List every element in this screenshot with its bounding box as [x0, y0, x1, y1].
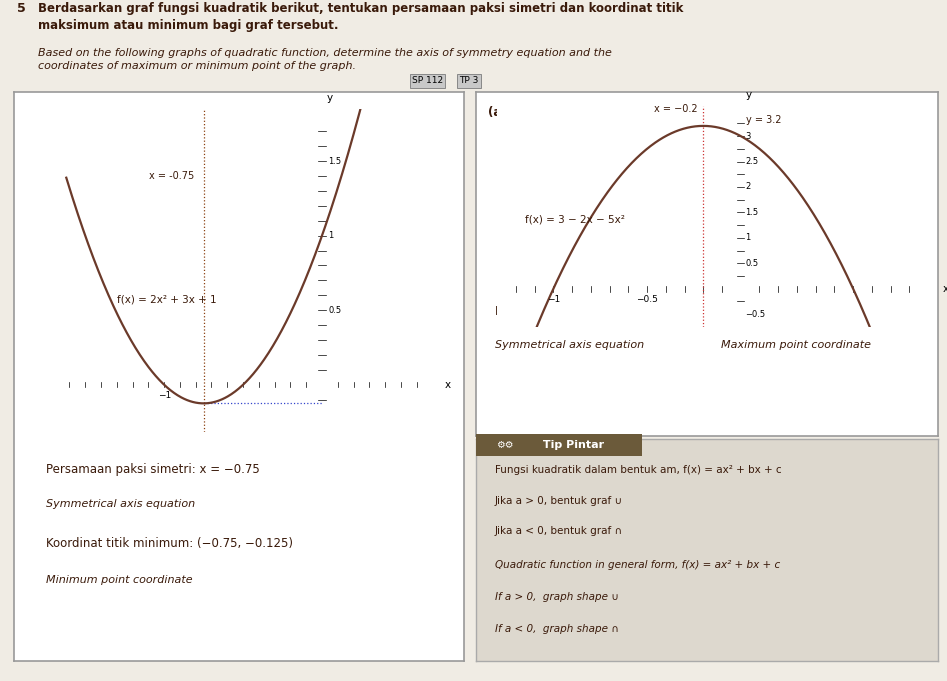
Text: Jika a > 0, bentuk graf ∪: Jika a > 0, bentuk graf ∪ — [494, 496, 623, 506]
Text: 5: 5 — [17, 2, 26, 15]
Text: y: y — [327, 93, 332, 103]
Text: 1.5: 1.5 — [745, 208, 759, 217]
Text: f(x) = 3 − 2x − 5x²: f(x) = 3 − 2x − 5x² — [526, 215, 625, 225]
Text: TP 3: TP 3 — [459, 76, 478, 86]
Text: x = -0.75: x = -0.75 — [149, 171, 194, 181]
Text: If a > 0,  graph shape ∪: If a > 0, graph shape ∪ — [494, 592, 618, 602]
Text: SP 112: SP 112 — [412, 76, 443, 86]
Text: −1: −1 — [157, 391, 170, 400]
Text: Based on the following graphs of quadratic function, determine the axis of symme: Based on the following graphs of quadrat… — [38, 48, 612, 71]
Text: If a < 0,  graph shape ∩: If a < 0, graph shape ∩ — [494, 624, 618, 634]
Text: x: x — [943, 284, 947, 294]
Text: (a): (a) — [488, 106, 507, 118]
Text: Minimum point coordinate: Minimum point coordinate — [45, 575, 192, 585]
Text: 2: 2 — [745, 183, 751, 191]
Text: Symmetrical axis equation: Symmetrical axis equation — [494, 340, 644, 349]
Text: Jika a < 0, bentuk graf ∩: Jika a < 0, bentuk graf ∩ — [494, 526, 623, 535]
Text: 2.5: 2.5 — [745, 157, 759, 166]
Text: f(x) = 2x² + 3x + 1: f(x) = 2x² + 3x + 1 — [116, 295, 217, 304]
FancyBboxPatch shape — [470, 434, 649, 456]
Text: Fungsi kuadratik dalam bentuk am, f(x) = ax² + bx + c: Fungsi kuadratik dalam bentuk am, f(x) =… — [494, 464, 781, 475]
Text: Maximum point coordinate: Maximum point coordinate — [721, 340, 871, 349]
Text: x: x — [445, 380, 451, 390]
Text: CONTOH: CONTOH — [41, 92, 97, 106]
Text: Berdasarkan graf fungsi kuadratik berikut, tentukan persamaan paksi simetri dan : Berdasarkan graf fungsi kuadratik beriku… — [38, 2, 683, 32]
Text: 0.5: 0.5 — [745, 259, 759, 268]
Text: −1: −1 — [546, 295, 560, 304]
Text: 1: 1 — [745, 234, 751, 242]
Text: −0.5: −0.5 — [636, 295, 658, 304]
Text: x = −0.2: x = −0.2 — [654, 104, 698, 114]
Text: Quadratic function in general form, f(x) = ax² + bx + c: Quadratic function in general form, f(x)… — [494, 560, 780, 570]
Text: y = 3.2: y = 3.2 — [746, 115, 782, 125]
Text: y: y — [745, 91, 752, 101]
Text: Koordinat titik minimum: (−0.75, −0.125): Koordinat titik minimum: (−0.75, −0.125) — [45, 537, 293, 550]
Text: −0.5: −0.5 — [745, 310, 765, 319]
Text: Persamaan paksi simetri: x = −0.75: Persamaan paksi simetri: x = −0.75 — [45, 463, 259, 476]
Text: 1: 1 — [329, 231, 333, 240]
Text: Koordinat titik maksimum:: Koordinat titik maksimum: — [721, 305, 878, 318]
Text: 0.5: 0.5 — [329, 306, 342, 315]
Text: 1.5: 1.5 — [329, 157, 342, 165]
Text: 3: 3 — [745, 131, 751, 140]
Text: Symmetrical axis equation: Symmetrical axis equation — [45, 498, 195, 509]
Text: ⚙⚙: ⚙⚙ — [496, 441, 513, 450]
Text: Tip Pintar: Tip Pintar — [540, 441, 604, 450]
Text: Persamaan paksi simetri:: Persamaan paksi simetri: — [494, 305, 645, 318]
